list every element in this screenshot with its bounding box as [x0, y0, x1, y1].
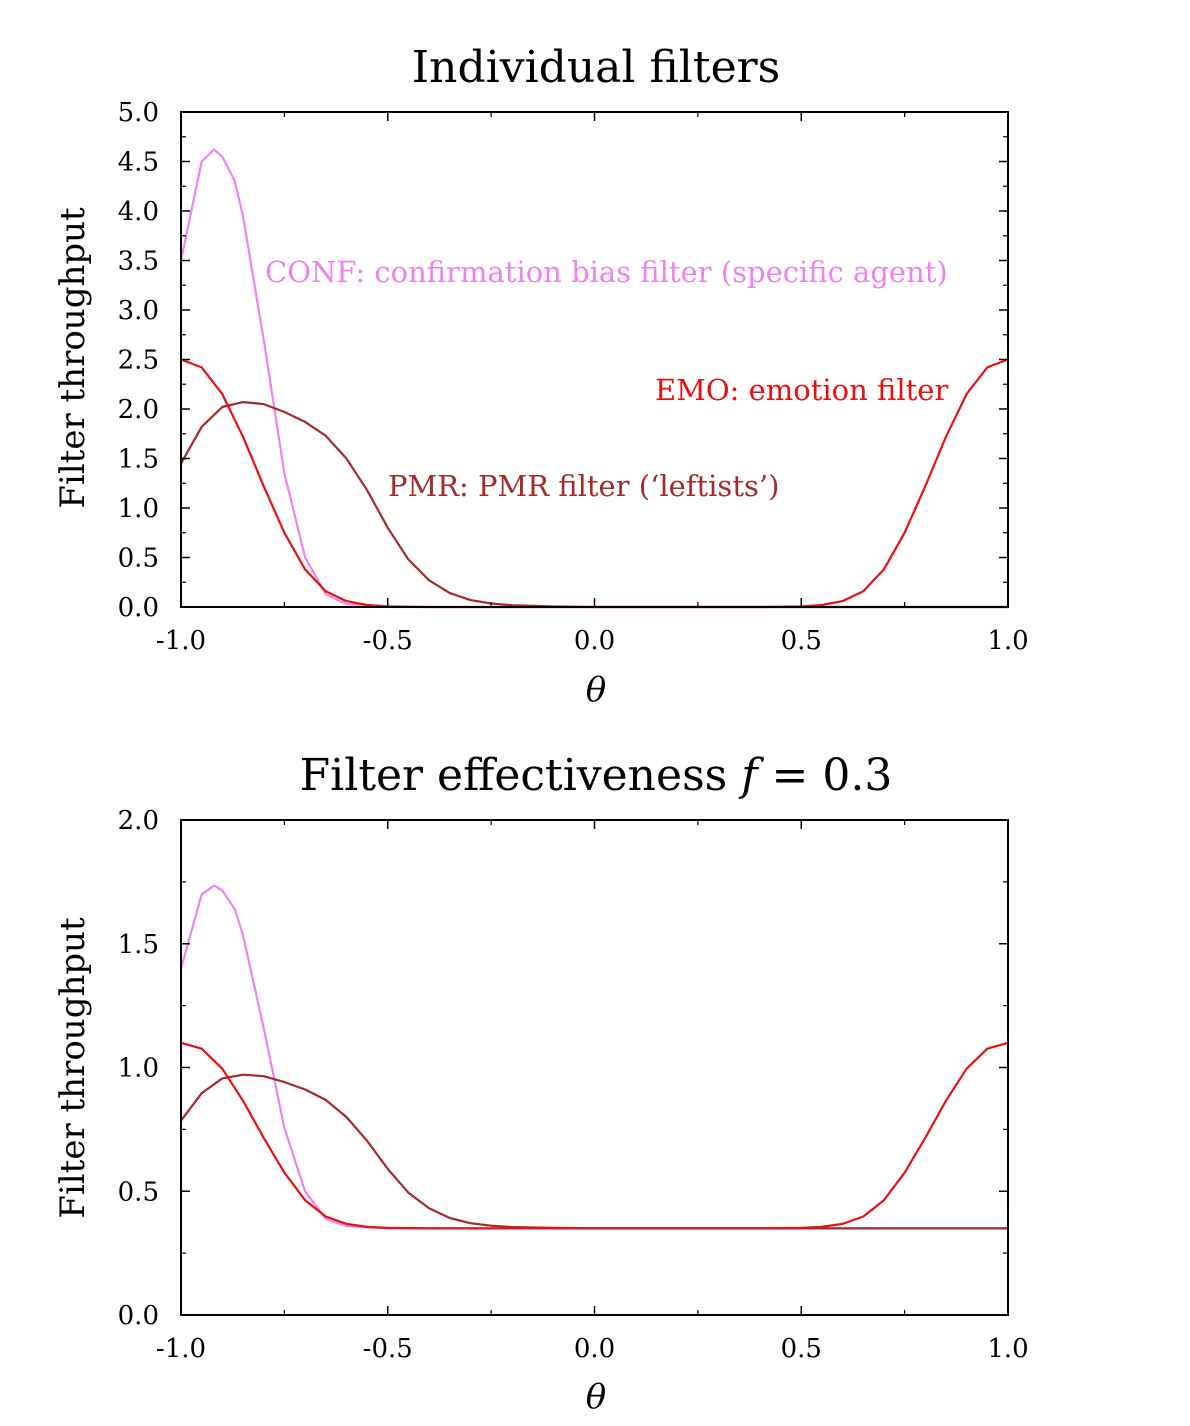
x-tick-label: 1.0 [987, 1334, 1028, 1364]
plot-area-bottom: -1.0 -0.5 0.0 0.5 1.0 0.0 0.5 1.0 1.5 2.0 [118, 806, 1029, 1364]
x-tick-label: -0.5 [363, 1334, 413, 1364]
y-tick-label: 0.5 [118, 544, 159, 574]
x-tick-label: -1.0 [156, 1334, 206, 1364]
title-main: Filter effectiveness [300, 750, 728, 801]
x-tick-label: -0.5 [363, 626, 413, 656]
annotation-emo: EMO: emotion filter [655, 373, 948, 407]
x-tick-label: 0.5 [781, 626, 822, 656]
y-tick-label: 3.5 [118, 247, 159, 277]
y-tick-label: 1.5 [118, 930, 159, 960]
chart-title-individual-filters: Individual filters [412, 42, 780, 93]
x-tick-label: 1.0 [987, 626, 1028, 656]
x-axis-label-top: θ [586, 670, 606, 710]
series-line-pmr [180, 401, 1008, 609]
series-line-emo [180, 1041, 1009, 1230]
axes-frame [180, 111, 1009, 608]
y-tick-label: 2.0 [118, 806, 159, 836]
y-tick-label: 1.0 [118, 494, 159, 524]
y-tick-label: 4.5 [118, 148, 159, 178]
y-tick-label: 0.0 [118, 593, 159, 623]
panel-individual-filters: Individual filters -1.0 -0.5 0.0 0.5 1.0 0.0 0… [53, 42, 1029, 710]
y-tick-label: 5.0 [118, 98, 159, 128]
series-line-conf [179, 884, 1008, 1230]
title-variable: f [738, 750, 764, 801]
y-tick-label: 4.0 [118, 197, 159, 227]
y-tick-label: 1.5 [118, 445, 159, 475]
x-tick-label: 0.0 [574, 1334, 615, 1364]
y-tick-label: 0.0 [118, 1301, 159, 1331]
annotation-conf: CONF: confirmation bias filter (specific… [265, 255, 948, 289]
y-tick-label: 0.5 [118, 1177, 159, 1207]
y-tick-label: 2.0 [118, 395, 159, 425]
y-axis-label-bottom: Filter throughput [53, 917, 93, 1219]
y-tick-label: 3.0 [118, 296, 159, 326]
title-value: = 0.3 [772, 750, 893, 801]
axes-frame [180, 819, 1009, 1316]
series-line-pmr [180, 1073, 1008, 1230]
panel-filter-effectiveness: Filter effectiveness f = 0.3 -1.0 -0.5 0.0… [53, 750, 1029, 1417]
y-tick-label: 1.0 [118, 1054, 159, 1084]
x-tick-label: 0.0 [574, 626, 615, 656]
chart-title-filter-effectiveness: Filter effectiveness f = 0.3 [300, 750, 893, 801]
x-tick-label: -1.0 [156, 626, 206, 656]
x-axis-label-bottom: θ [586, 1377, 606, 1417]
plot-area-top: -1.0 -0.5 0.0 0.5 1.0 0.0 0.5 1.0 1.5 2.0 2.5 3.0 3.… [118, 98, 1029, 656]
x-tick-label: 0.5 [781, 1334, 822, 1364]
y-tick-label: 2.5 [118, 346, 159, 376]
annotation-pmr: PMR: PMR filter (‘leftists’) [388, 469, 779, 503]
y-axis-label-top: Filter throughput [53, 207, 93, 509]
